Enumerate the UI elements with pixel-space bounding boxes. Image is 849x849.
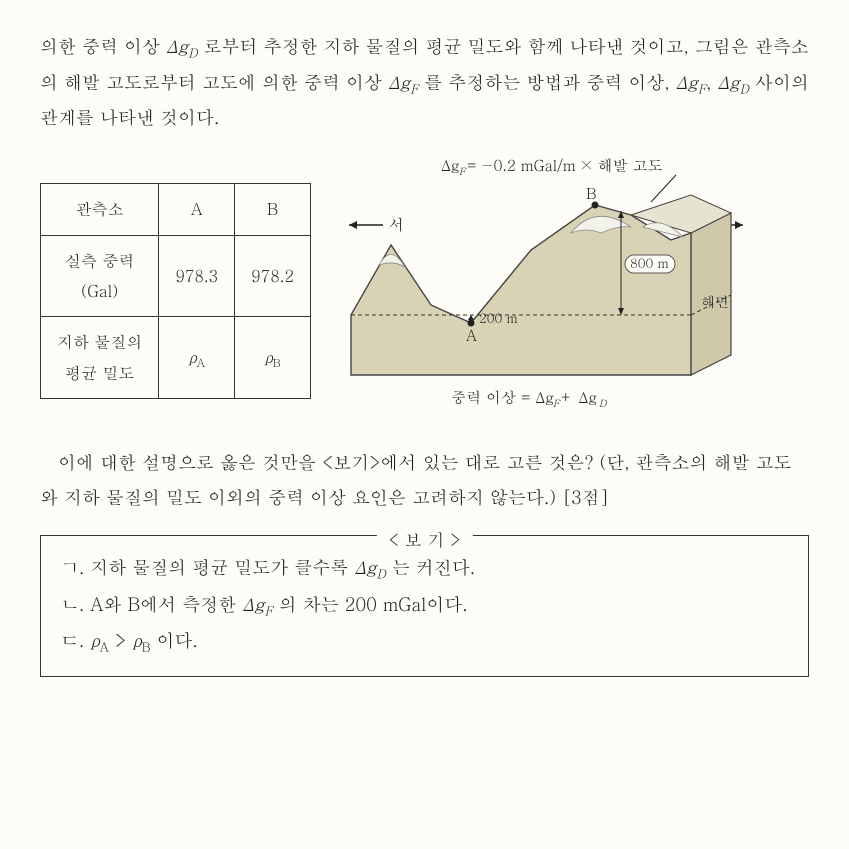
- svg-text:서: 서: [389, 214, 404, 235]
- formula-bottom: 중력 이상 = Δg: [451, 387, 554, 408]
- bogi-n: ㄴ. A와 B에서 측정한 ΔgF 의 차는 200 mGal이다.: [61, 587, 788, 624]
- terrain-diagram: Δg F = −0.2 mGal/m × 해발 고도 서 동: [331, 155, 809, 426]
- th-a: A: [159, 184, 235, 235]
- sea-level-label: 해면: [701, 291, 729, 311]
- svg-text:F: F: [553, 396, 561, 410]
- intro-paragraph: 의한 중력 이상 ΔgD 로부터 추정한 지하 물질의 평균 밀도와 함께 나타…: [40, 30, 809, 135]
- question-text: 이에 대한 설명으로 옳은 것만을 <보기>에서 있는 대로 고른 것은? (단…: [40, 446, 809, 514]
- figure-wrapper: 관측소 A B 실측 중력(Gal) 978.3 978.2 지하 물질의평균 …: [40, 155, 809, 426]
- bogi-box: < 보 기 > ㄱ. 지하 물질의 평균 밀도가 클수록 ΔgD 는 커진다. …: [40, 535, 809, 677]
- row1-b: 978.2: [235, 235, 311, 317]
- formula-top: Δg: [441, 155, 460, 176]
- row2-a: ρA: [159, 317, 235, 399]
- west-arrow: 서: [349, 214, 404, 235]
- svg-text:800 m: 800 m: [630, 253, 669, 272]
- row1-a: 978.3: [159, 235, 235, 317]
- row1-label: 실측 중력(Gal): [41, 235, 159, 317]
- bogi-d: ㄷ. ρA > ρB 이다.: [61, 623, 788, 660]
- svg-text:D: D: [599, 396, 608, 410]
- svg-text:200 m: 200 m: [479, 308, 518, 327]
- point-b-label: B: [586, 183, 597, 204]
- svg-text:+ Δg: + Δg: [561, 387, 597, 408]
- row2-label: 지하 물질의평균 밀도: [41, 317, 159, 399]
- terrain-block: [351, 195, 731, 375]
- svg-text:F: F: [459, 164, 467, 178]
- th-station: 관측소: [41, 184, 159, 235]
- point-a-label: A: [466, 325, 477, 346]
- th-b: B: [235, 184, 311, 235]
- svg-text:= −0.2 mGal/m × 해발 고도: = −0.2 mGal/m × 해발 고도: [467, 155, 663, 176]
- row2-b: ρB: [235, 317, 311, 399]
- bogi-title: < 보 기 >: [376, 522, 472, 556]
- data-table: 관측소 A B 실측 중력(Gal) 978.3 978.2 지하 물질의평균 …: [40, 183, 311, 399]
